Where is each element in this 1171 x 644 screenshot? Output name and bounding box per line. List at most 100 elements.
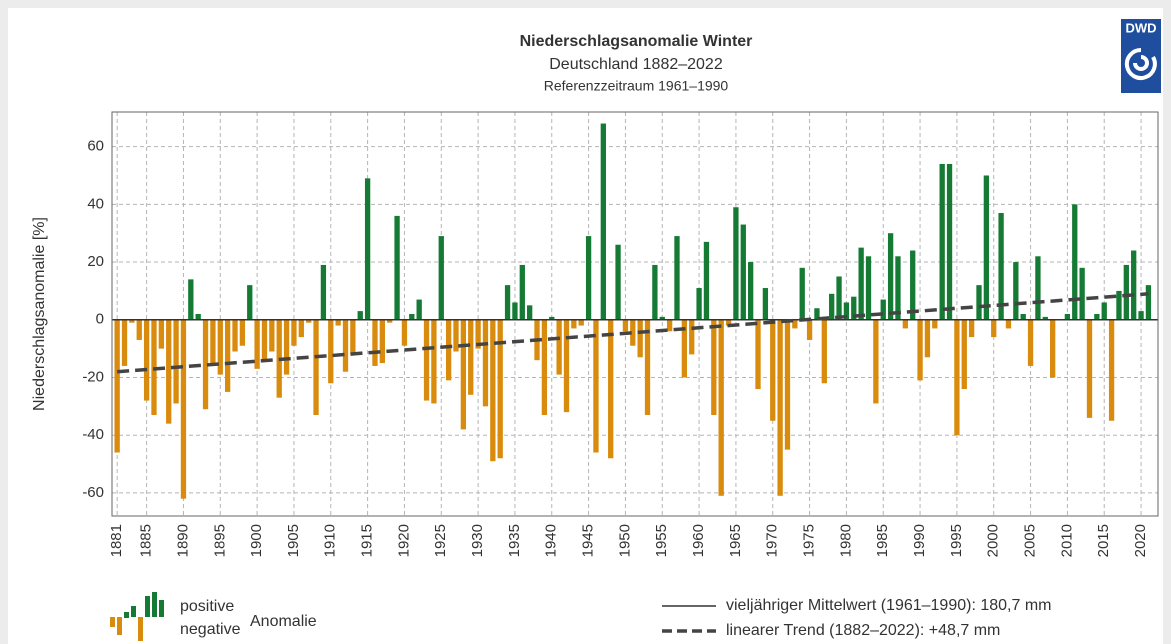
bar bbox=[541, 319, 548, 415]
bar bbox=[615, 244, 621, 320]
bar bbox=[291, 319, 297, 346]
bar bbox=[1035, 256, 1041, 320]
bar bbox=[792, 319, 798, 329]
y-tick-label: 40 bbox=[87, 195, 104, 212]
bar bbox=[578, 319, 584, 326]
legend-icon bbox=[117, 617, 122, 635]
bar bbox=[983, 175, 990, 320]
bar bbox=[652, 264, 658, 320]
x-tick-label: 1920 bbox=[395, 524, 412, 557]
bar bbox=[556, 319, 562, 375]
legend-icon bbox=[152, 592, 157, 617]
bar bbox=[409, 314, 415, 320]
x-tick-label: 2015 bbox=[1095, 524, 1112, 557]
x-tick-label: 1980 bbox=[837, 524, 854, 557]
bar bbox=[858, 247, 864, 320]
y-tick-label: -20 bbox=[82, 368, 104, 385]
bar bbox=[954, 319, 960, 436]
bar bbox=[622, 319, 629, 332]
x-tick-label: 1965 bbox=[727, 524, 744, 557]
bar bbox=[350, 319, 356, 355]
bar bbox=[644, 319, 651, 415]
bar bbox=[1079, 267, 1085, 320]
x-tick-label: 1885 bbox=[138, 524, 155, 557]
bar bbox=[121, 319, 128, 366]
bar bbox=[674, 236, 680, 320]
bar bbox=[843, 302, 850, 320]
bar bbox=[1138, 311, 1144, 320]
x-tick-label: 1945 bbox=[580, 524, 597, 557]
bar bbox=[1013, 262, 1019, 320]
bar bbox=[188, 279, 194, 320]
bar bbox=[740, 224, 746, 320]
x-tick-label: 1960 bbox=[690, 524, 707, 557]
bar bbox=[1101, 302, 1107, 320]
bar bbox=[1108, 319, 1115, 421]
x-tick-label: 1950 bbox=[616, 524, 633, 557]
bar bbox=[747, 262, 754, 320]
bar bbox=[239, 319, 246, 346]
bar bbox=[836, 276, 842, 320]
bar bbox=[431, 319, 437, 404]
x-tick-label: 1985 bbox=[874, 524, 891, 557]
bar bbox=[320, 264, 327, 320]
bar bbox=[387, 319, 393, 323]
bar bbox=[902, 319, 908, 329]
bar bbox=[217, 319, 223, 375]
legend-icon bbox=[110, 617, 115, 627]
bar bbox=[998, 213, 1004, 320]
bar bbox=[659, 316, 665, 320]
logo: DWD bbox=[1121, 19, 1161, 93]
bar bbox=[733, 207, 739, 320]
bar bbox=[666, 319, 673, 332]
x-tick-label: 1970 bbox=[764, 524, 781, 557]
bar bbox=[755, 319, 761, 390]
y-tick-label: -40 bbox=[82, 426, 104, 443]
bar bbox=[814, 308, 820, 320]
bar bbox=[1094, 314, 1100, 320]
bar bbox=[1131, 250, 1137, 320]
bar bbox=[961, 319, 967, 390]
bar bbox=[247, 285, 253, 320]
bar bbox=[696, 288, 702, 320]
bar bbox=[821, 319, 827, 384]
bar bbox=[158, 319, 165, 349]
bar bbox=[1005, 319, 1012, 329]
bar bbox=[482, 319, 489, 407]
bar bbox=[681, 319, 688, 378]
bar bbox=[608, 319, 614, 459]
bar bbox=[1064, 314, 1071, 320]
legend-label: vieljähriger Mittelwert (1961–1990): 180… bbox=[726, 597, 1051, 614]
bar bbox=[946, 163, 953, 320]
bar bbox=[887, 233, 894, 320]
bar bbox=[136, 319, 142, 340]
bar bbox=[519, 264, 525, 320]
bar bbox=[423, 319, 430, 401]
bar bbox=[313, 319, 319, 415]
bar bbox=[269, 319, 275, 352]
chart-title: Niederschlagsanomalie Winter bbox=[520, 33, 753, 50]
legend-icon bbox=[124, 612, 129, 618]
bar bbox=[379, 319, 385, 364]
x-tick-label: 2020 bbox=[1132, 524, 1149, 557]
chart-subtitle: Deutschland 1882–2022 bbox=[549, 56, 723, 73]
x-tick-label: 1995 bbox=[948, 524, 965, 557]
bar bbox=[637, 319, 643, 358]
bar bbox=[372, 319, 378, 366]
bar bbox=[917, 319, 923, 381]
bar bbox=[851, 296, 857, 320]
y-tick-label: -60 bbox=[82, 484, 104, 501]
x-tick-label: 1905 bbox=[285, 524, 302, 557]
bar bbox=[210, 319, 216, 366]
bar bbox=[563, 319, 570, 413]
bar bbox=[394, 215, 400, 320]
x-tick-label: 1955 bbox=[653, 524, 670, 557]
bar bbox=[725, 319, 732, 326]
bar bbox=[762, 288, 769, 320]
bar bbox=[880, 299, 886, 320]
bar bbox=[283, 319, 290, 375]
x-tick-label: 2005 bbox=[1022, 524, 1039, 557]
bar bbox=[453, 319, 459, 352]
bar bbox=[527, 305, 533, 320]
bar bbox=[298, 319, 304, 338]
